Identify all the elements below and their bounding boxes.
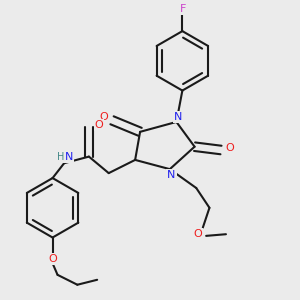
Text: O: O (99, 112, 108, 122)
Text: F: F (180, 4, 187, 14)
Text: O: O (48, 254, 57, 264)
Text: O: O (194, 229, 202, 239)
Text: N: N (174, 112, 182, 122)
Text: H: H (57, 152, 64, 162)
Text: N: N (65, 152, 73, 162)
Text: O: O (225, 143, 234, 153)
Text: N: N (167, 170, 176, 180)
Text: O: O (94, 120, 103, 130)
